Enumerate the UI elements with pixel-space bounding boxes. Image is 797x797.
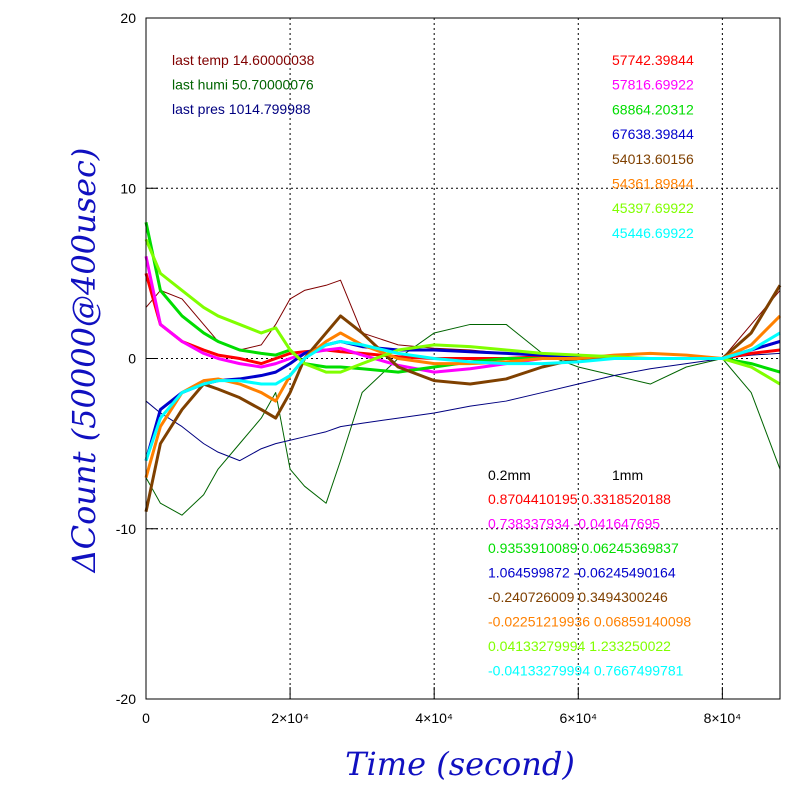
table-row: 0.04133279994 1.233250022 — [488, 638, 671, 654]
x-tick-label: 8×10⁴ — [704, 710, 742, 726]
table-row: -0.04133279994 0.7667499781 — [488, 663, 684, 679]
count-label: 57816.69922 — [612, 77, 694, 93]
table-row: 1.064599872 -0.06245490164 — [488, 565, 676, 581]
count-label: 67638.39844 — [612, 126, 694, 142]
env-label: last humi 50.70000076 — [172, 77, 314, 93]
y-tick-label: -10 — [116, 521, 136, 537]
plot-frame — [145, 17, 781, 700]
table-header: 0.2mm — [488, 467, 531, 483]
table-row: -0.240726009 0.3494300246 — [488, 589, 668, 605]
count-label: 57742.39844 — [612, 52, 694, 68]
series-line — [145, 323, 781, 516]
y-axis-title: ΔCount (50000@400usec) — [65, 148, 103, 575]
x-tick-label: 2×10⁴ — [271, 710, 309, 726]
count-label: 45397.69922 — [612, 200, 694, 216]
count-label: 54361.89844 — [612, 176, 694, 192]
series-line — [145, 352, 781, 462]
x-tick-label: 4×10⁴ — [415, 710, 453, 726]
count-label: 45446.69922 — [612, 225, 694, 241]
table-header: 1mm — [612, 467, 643, 483]
x-tick-label: 0 — [142, 710, 150, 726]
table-row: 0.8704410195 0.3318520188 — [488, 491, 671, 507]
table-row: -0.02251219936 0.06859140098 — [488, 614, 691, 630]
env-label: last pres 1014.799988 — [172, 101, 311, 117]
table-row: 0.738337934 -0.041647695 — [488, 516, 660, 532]
series-line — [144, 331, 781, 462]
count-label: 54013.60156 — [612, 151, 694, 167]
table-row: 0.9353910089 0.06245369837 — [488, 540, 679, 556]
y-tick-label: -20 — [116, 691, 136, 707]
env-label: last temp 14.60000038 — [172, 52, 315, 68]
count-label: 68864.20312 — [612, 101, 694, 117]
x-tick-label: 6×10⁴ — [559, 710, 597, 726]
y-tick-label: 0 — [128, 351, 136, 367]
x-axis-title: Time (second) — [345, 745, 575, 783]
y-tick-label: 20 — [120, 10, 136, 26]
y-tick-label: 10 — [120, 180, 136, 196]
